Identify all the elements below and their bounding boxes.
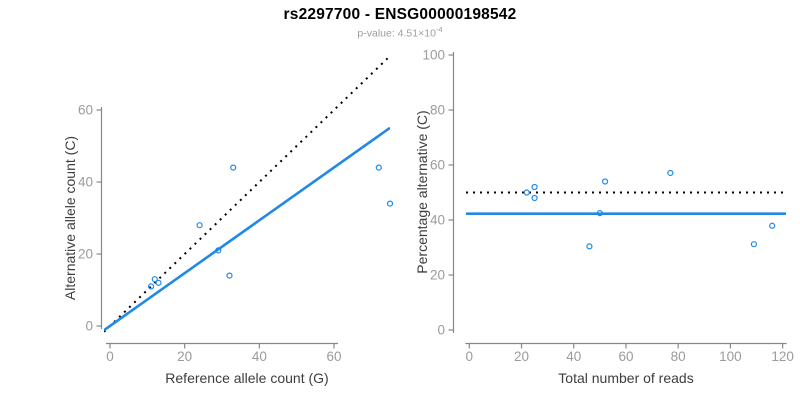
x-tick-label: 120: [771, 349, 794, 364]
y-tick-label: 60: [430, 158, 445, 173]
plot-title: rs2297700 - ENSG00000198542: [283, 6, 517, 23]
y-tick-label: 0: [437, 323, 445, 338]
y-tick-label: 0: [85, 319, 93, 334]
y-tick-label: 20: [78, 247, 93, 262]
data-point: [230, 164, 237, 171]
data-point: [196, 222, 203, 229]
fit-line: [104, 126, 390, 332]
x-tick-label: 20: [177, 349, 192, 364]
pvalue-text: p-value: 4.51×10: [357, 27, 436, 40]
x-tick-label: 40: [566, 349, 581, 364]
data-point: [523, 189, 530, 196]
y-axis-title: Percentage alternative (C): [414, 110, 430, 273]
data-point: [215, 247, 222, 254]
x-tick-label: 80: [671, 349, 686, 364]
data-point: [155, 279, 162, 286]
data-point: [226, 272, 233, 279]
y-axis-title: Alternative allele count (C): [62, 136, 78, 300]
x-tick-label: 40: [252, 349, 267, 364]
data-point: [147, 283, 155, 290]
x-tick-label: 100: [719, 349, 742, 364]
data-point: [596, 210, 603, 217]
x-axis-title: Total number of reads: [558, 370, 693, 386]
x-tick-label: 60: [326, 349, 341, 364]
x-tick-label: 0: [106, 349, 114, 364]
x-axis-title: Reference allele count (G): [165, 370, 328, 386]
y-tick-label: 40: [78, 175, 93, 190]
data-point: [601, 178, 609, 185]
identity-line: [104, 55, 390, 333]
data-point: [375, 164, 382, 171]
plot-subtitle: p-value: 4.51×10-4: [0, 25, 800, 40]
y-tick-label: 60: [78, 103, 93, 118]
y-tick-label: 80: [430, 103, 445, 118]
x-tick-label: 20: [514, 349, 529, 364]
data-point: [750, 241, 758, 248]
data-point: [386, 200, 394, 207]
x-tick-label: 60: [618, 349, 633, 364]
y-tick-label: 100: [422, 48, 445, 63]
data-point: [151, 276, 158, 283]
data-point: [769, 222, 776, 229]
allele-counts-scatter: 0 20 40 60 0 20 40 60 Reference allele count (G)…: [62, 55, 394, 386]
percentage-scatter: 0 20 40 60 80 100 120 0 20 40 60 80 100 Total number …: [414, 48, 794, 387]
pvalue-exponent: -4: [435, 25, 443, 34]
data-point: [531, 183, 538, 191]
data-point: [531, 194, 538, 202]
data-point: [586, 243, 593, 250]
y-tick-label: 40: [430, 213, 445, 228]
data-point: [667, 169, 674, 177]
y-tick-label: 20: [430, 268, 445, 283]
x-tick-label: 0: [466, 349, 474, 364]
